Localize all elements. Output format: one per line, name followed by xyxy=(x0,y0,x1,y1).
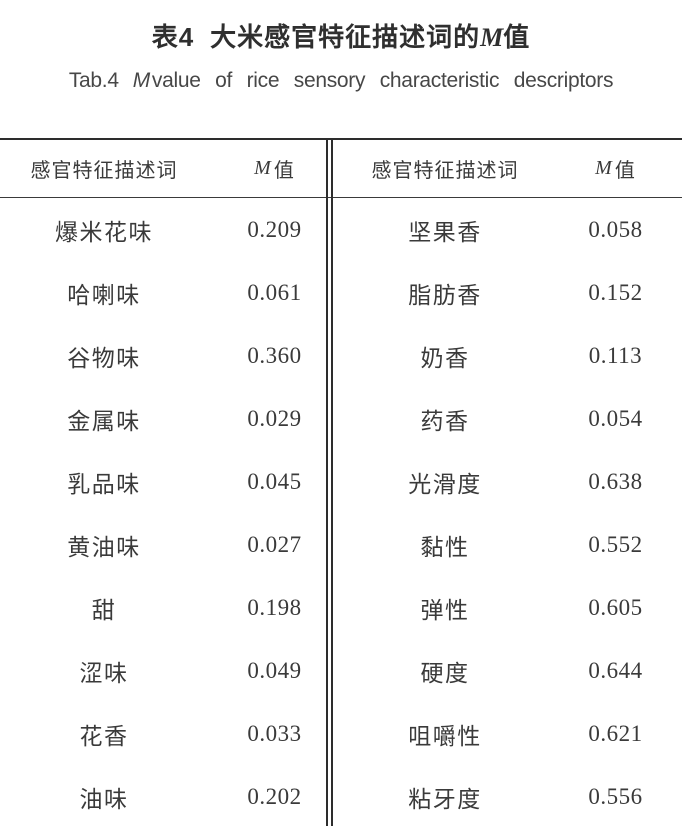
left-column-rows: 爆米花味 0.209 哈喇味 0.061 谷物味 0.360 金属味 xyxy=(0,198,341,826)
table-row: 谷物味 0.360 xyxy=(0,324,341,387)
table-row: 涩味 0.049 xyxy=(0,639,341,702)
descriptor-cell: 爆米花味 xyxy=(55,219,153,245)
m-value-cell: 0.638 xyxy=(588,468,643,494)
m-value-cell: 0.552 xyxy=(588,531,643,557)
table-row: 油味 0.202 xyxy=(0,765,341,826)
m-value-cell: 0.058 xyxy=(588,216,643,242)
descriptor-cell: 弹性 xyxy=(420,597,470,623)
table-row: 乳品味 0.045 xyxy=(0,450,341,513)
table-row: 花香 0.033 xyxy=(0,702,341,765)
m-symbol-zh: M xyxy=(480,23,504,52)
table-row: 甜 0.198 xyxy=(0,576,341,639)
descriptor-cell: 哈喇味 xyxy=(67,282,141,308)
m-value-cell: 0.621 xyxy=(588,720,643,746)
m-symbol-en: M xyxy=(132,69,151,92)
descriptor-cell: 花香 xyxy=(79,723,129,749)
descriptor-cell: 黏性 xyxy=(420,534,470,560)
table-row: 脂肪香 0.152 xyxy=(341,261,682,324)
m-value-cell: 0.029 xyxy=(247,405,302,431)
descriptor-cell: 光滑度 xyxy=(408,471,482,497)
table-row: 奶香 0.113 xyxy=(341,324,682,387)
m-value-cell: 0.033 xyxy=(247,720,302,746)
descriptor-cell: 坚果香 xyxy=(408,219,482,245)
m-value-cell: 0.061 xyxy=(247,279,302,305)
header-descriptor-label: 感官特征描述词 xyxy=(30,160,178,182)
descriptor-cell: 药香 xyxy=(420,408,470,434)
m-value-cell: 0.644 xyxy=(588,657,643,683)
table-body: 爆米花味 0.209 哈喇味 0.061 谷物味 0.360 金属味 xyxy=(0,198,682,826)
value-char: 值 xyxy=(614,160,636,182)
m-value-cell: 0.027 xyxy=(247,531,302,557)
table-title-en-text: value of rice sensory characteristic des… xyxy=(151,69,614,92)
descriptor-cell: 脂肪香 xyxy=(408,282,482,308)
table-row: 坚果香 0.058 xyxy=(341,198,682,261)
descriptor-cell: 金属味 xyxy=(67,408,141,434)
value-char: 值 xyxy=(273,160,295,182)
table-title-zh: 表4 大米感官特征描述词的M值 xyxy=(0,0,682,54)
table-row: 弹性 0.605 xyxy=(341,576,682,639)
table-row: 药香 0.054 xyxy=(341,387,682,450)
m-symbol: M xyxy=(595,157,612,179)
descriptor-cell: 粘牙度 xyxy=(408,786,482,812)
table-row: 爆米花味 0.209 xyxy=(0,198,341,261)
table-row: 咀嚼性 0.621 xyxy=(341,702,682,765)
m-value-cell: 0.360 xyxy=(247,342,302,368)
m-value-cell: 0.054 xyxy=(588,405,643,431)
descriptor-cell: 咀嚼性 xyxy=(408,723,482,749)
header-descriptor-label: 感官特征描述词 xyxy=(371,160,519,182)
m-value-cell: 0.209 xyxy=(247,216,302,242)
descriptor-cell: 涩味 xyxy=(79,660,129,686)
descriptor-cell: 黄油味 xyxy=(67,534,141,560)
m-value-cell: 0.045 xyxy=(247,468,302,494)
table-title-zh-text: 大米感官特征描述词的 xyxy=(210,22,481,52)
table-row: 黄油味 0.027 xyxy=(0,513,341,576)
table-row: 哈喇味 0.061 xyxy=(0,261,341,324)
table-row: 硬度 0.644 xyxy=(341,639,682,702)
table-number-en: Tab.4 xyxy=(68,69,119,92)
table-row: 光滑度 0.638 xyxy=(341,450,682,513)
m-value-cell: 0.556 xyxy=(588,783,643,809)
table-row: 黏性 0.552 xyxy=(341,513,682,576)
descriptor-cell: 甜 xyxy=(91,597,117,623)
m-value-cell: 0.202 xyxy=(247,783,302,809)
descriptor-cell: 谷物味 xyxy=(67,345,141,371)
table-title-zh-suffix: 值 xyxy=(503,22,531,52)
m-symbol: M xyxy=(254,157,271,179)
descriptor-cell: 硬度 xyxy=(420,660,470,686)
table-number-zh: 表4 xyxy=(151,22,195,52)
table-row: 粘牙度 0.556 xyxy=(341,765,682,826)
m-value-cell: 0.113 xyxy=(588,342,643,368)
table-row: 金属味 0.029 xyxy=(0,387,341,450)
m-value-cell: 0.152 xyxy=(588,279,643,305)
table-title-en: Tab.4 Mvalue of rice sensory characterist… xyxy=(0,69,682,93)
descriptor-cell: 乳品味 xyxy=(67,471,141,497)
descriptor-cell: 奶香 xyxy=(420,345,470,371)
m-value-cell: 0.049 xyxy=(247,657,302,683)
m-value-cell: 0.605 xyxy=(588,594,643,620)
descriptor-cell: 油味 xyxy=(79,786,129,812)
right-column-rows: 坚果香 0.058 脂肪香 0.152 奶香 0.113 药香 xyxy=(341,198,682,826)
m-value-cell: 0.198 xyxy=(247,594,302,620)
